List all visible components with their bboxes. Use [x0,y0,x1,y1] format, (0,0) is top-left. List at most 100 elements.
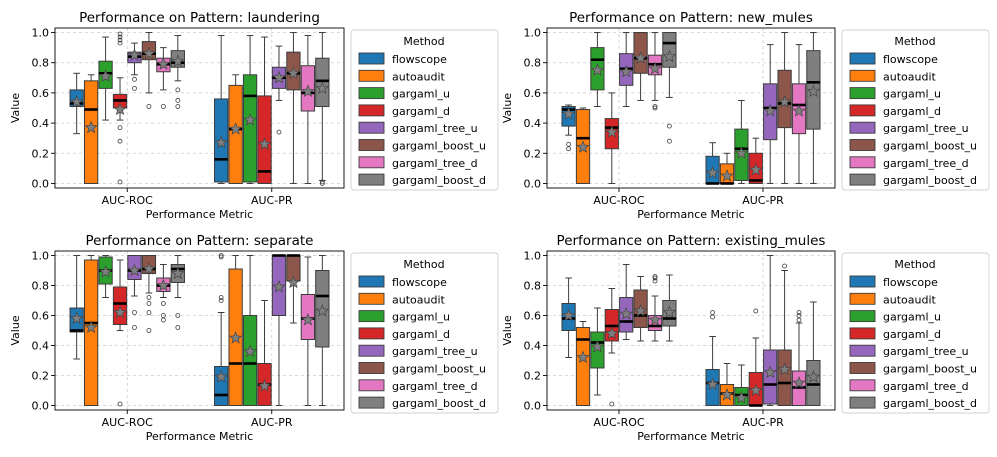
outlier-point [160,104,166,109]
box-gargaml_tree_u-AUC-PR [271,254,287,406]
box-gargaml_u-AUC-PR [734,364,749,406]
mean-marker [576,140,590,153]
mean-marker [286,275,301,289]
mean-marker [171,54,185,67]
outlier-point [652,278,658,284]
y-tick-label: 1.0 [524,250,542,263]
outlier-point [652,275,658,281]
legend-label-gargaml_boost_d: gargaml_boost_d [883,397,977,410]
x-tick-label: AUC-ROC [593,416,645,429]
legend-label-flowscope: flowscope [392,276,447,289]
mean-marker [734,391,749,404]
mean-marker [590,340,605,353]
box-gargaml_boost_u-AUC-PR [777,32,792,184]
box-gargaml_u-AUC-ROC [98,255,113,298]
legend-swatch-gargaml_tree_d [358,379,385,392]
legend-swatch-flowscope [358,52,385,65]
legend-swatch-gargaml_tree_u [358,344,385,357]
legend-swatch-flowscope [358,275,385,288]
legend-swatch-gargaml_boost_u [358,139,385,151]
mean-marker [806,370,821,383]
mean-marker [749,162,763,176]
y-tick-label: 0.4 [32,117,50,130]
outlier-point [276,129,282,135]
legend-label-gargaml_u: gargaml_u [883,88,941,101]
box-autoaudit-AUC-ROC [83,255,99,406]
y-tick-label: 0.8 [32,280,50,293]
legend-frame [350,29,499,191]
mean-marker [214,135,228,149]
box-autoaudit-AUC-PR [719,363,735,406]
legend-swatch-gargaml_boost_d [358,396,385,409]
box-gargaml_boost_d-AUC-PR [315,255,330,406]
y-tick-label: 0.6 [32,310,50,323]
legend-swatch-gargaml_tree_d [849,156,876,169]
mean-marker [648,313,662,326]
outlier-point [160,313,166,318]
legend-label-gargaml_d: gargaml_d [392,328,450,341]
legend-swatch-flowscope [849,52,876,65]
mean-marker [301,84,315,98]
box-flowscope-AUC-ROC [69,255,84,360]
y-axis-label: Value [9,315,22,345]
legend-label-gargaml_boost_u: gargaml_boost_u [392,363,486,376]
legend-title: Method [403,35,444,48]
legend-frame [841,252,990,414]
legend-label-gargaml_u: gargaml_u [392,88,450,101]
mean-marker [286,66,301,79]
box-gargaml_tree_u-AUC-ROC [619,32,634,107]
box-gargaml_boost_u-AUC-ROC [141,255,157,333]
mean-marker [792,376,806,389]
y-tick-label: 0.4 [32,340,50,353]
box-gargaml_tree_d-AUC-PR [300,256,316,406]
box-body [242,74,258,183]
box-flowscope-AUC-PR [705,142,720,185]
legend-swatch-gargaml_tree_u [358,121,385,134]
box-body [242,315,258,406]
y-tick-label: 1.0 [32,250,50,263]
mean-marker [113,102,127,116]
mean-marker [633,51,648,64]
mean-marker [127,48,142,61]
legend-label-gargaml_d: gargaml_d [883,328,941,341]
mean-marker [84,120,98,134]
outlier-point [146,104,152,109]
mean-marker [315,81,329,95]
outlier-point [175,98,181,103]
mean-marker [98,265,113,278]
legend-swatch-autoaudit [849,292,876,305]
mean-marker [619,64,633,78]
y-tick-label: 1.0 [524,27,542,40]
box-gargaml_tree_d-AUC-PR [791,44,807,184]
legend-swatch-autoaudit [358,292,385,305]
outlier-point [652,274,658,279]
legend-swatch-gargaml_boost_u [849,139,876,151]
box-body [806,360,821,406]
legend-label-gargaml_tree_d: gargaml_tree_d [392,380,478,393]
axes-frame [54,27,345,189]
mean-marker [156,57,170,70]
x-tick-label: AUC-ROC [593,194,645,207]
mean-marker [98,69,113,82]
outlier-point [782,263,787,269]
mean-marker [806,84,821,98]
box-gargaml_boost_d-AUC-ROC [662,32,677,144]
outlier-point [175,87,181,93]
legend-swatch-gargaml_boost_d [849,173,876,186]
mean-marker [229,122,243,135]
outlier-point [132,325,137,330]
legend-label-gargaml_tree_d: gargaml_tree_d [883,380,969,393]
mean-marker [777,95,792,108]
outlier-point [667,138,672,144]
outlier-point [218,254,224,260]
legend-title: Method [894,258,935,271]
legend-swatch-gargaml_boost_d [849,396,876,409]
box-gargaml_u-AUC-ROC [590,32,605,107]
mean-marker [561,308,576,322]
legend-swatch-gargaml_boost_d [358,173,385,186]
box-gargaml_tree_u-AUC-PR [271,45,287,135]
legend-swatch-gargaml_tree_d [358,156,385,169]
